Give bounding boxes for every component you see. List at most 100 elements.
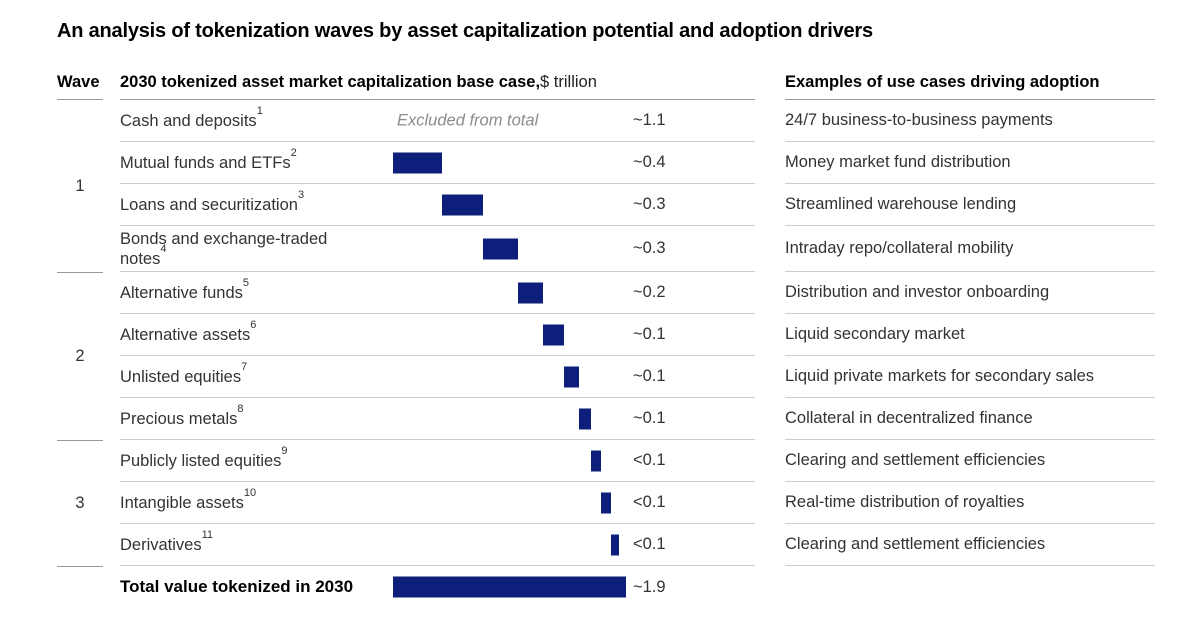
asset-label-text: Cash and deposits [120, 111, 257, 130]
asset-cell: Cash and deposits1 Excluded from total ~… [120, 100, 755, 142]
column-gap [755, 314, 785, 356]
example-cell: Liquid private markets for secondary sal… [785, 356, 1155, 398]
asset-cell: Alternative assets6 ~0.1 [120, 314, 755, 356]
footnote-marker: 7 [241, 361, 248, 373]
main-column-header: 2030 tokenized asset market capitalizati… [120, 68, 755, 100]
column-gap [755, 100, 785, 142]
asset-cell: Loans and securitization3 ~0.3 [120, 184, 755, 226]
wave-column-header: Wave [57, 68, 103, 100]
bar-track [393, 440, 626, 481]
asset-label: Precious metals8 [120, 404, 393, 429]
value-label: ~1.9 [633, 577, 666, 596]
asset-label-text: Publicly listed equities [120, 451, 282, 470]
footnote-marker: 3 [297, 189, 305, 201]
example-cell: Intraday repo/collateral mobility [785, 226, 1155, 272]
footnote-marker: 8 [237, 403, 244, 415]
table-body: Cash and deposits1 Excluded from total ~… [57, 100, 1158, 608]
waterfall-bar [578, 408, 592, 429]
asset-cell: Bonds and exchange-traded notes4 ~0.3 [120, 226, 755, 272]
excluded-note: Excluded from total [397, 111, 539, 129]
value-label: ~0.1 [633, 367, 666, 385]
bar-track [393, 566, 626, 608]
value-label: <0.1 [633, 493, 666, 511]
wave-gap [57, 100, 120, 142]
column-gap [755, 142, 785, 184]
asset-label-text: Precious metals [120, 409, 238, 428]
asset-label-text: Alternative funds [120, 283, 243, 302]
wave-number: 3 [75, 494, 85, 512]
example-cell: Liquid secondary market [785, 314, 1155, 356]
table-row: Alternative assets6 ~0.1 Liquid secondar… [57, 314, 1158, 356]
wave-gap [57, 566, 120, 608]
bar-track: Excluded from total [393, 100, 626, 141]
bar-track [393, 184, 626, 225]
value-label: ~1.1 [633, 111, 666, 129]
asset-label: Publicly listed equities9 [120, 446, 393, 471]
asset-label: Cash and deposits1 [120, 106, 393, 131]
column-gap [755, 356, 785, 398]
table-row: Total value tokenized in 2030 ~1.9 [57, 566, 1158, 608]
wave-separator-line [57, 566, 103, 567]
waterfall-bar [600, 492, 612, 513]
asset-cell: Unlisted equities7 ~0.1 [120, 356, 755, 398]
wave-gap [57, 440, 120, 482]
waterfall-bar [483, 238, 518, 259]
footnote-marker: 11 [201, 529, 214, 541]
footnote-marker: 6 [250, 319, 257, 331]
bar-track [393, 482, 626, 523]
waterfall-bar [543, 324, 564, 345]
example-cell: Clearing and settlement efficiencies [785, 524, 1155, 566]
wave-header-label: Wave [57, 73, 100, 91]
bar-track [393, 226, 626, 271]
column-gap [755, 482, 785, 524]
wave-number: 2 [75, 347, 85, 365]
footnote-marker: 9 [281, 445, 288, 457]
asset-label-text: Bonds and exchange-traded notes [120, 229, 328, 268]
table-row: Precious metals8 ~0.1 Collateral in dece… [57, 398, 1158, 440]
wave-gap [57, 272, 120, 314]
asset-label-text: Loans and securitization [120, 195, 298, 214]
value-label: <0.1 [633, 451, 666, 469]
wave-gap [57, 226, 120, 272]
wave-number: 1 [75, 177, 85, 195]
table-row: Loans and securitization3 ~0.3 Streamlin… [57, 184, 1158, 226]
column-gap [755, 524, 785, 566]
waterfall-bar [518, 282, 544, 303]
main-header-bold: 2030 tokenized asset market capitalizati… [120, 73, 541, 91]
main-header-unit: $ trillion [540, 73, 597, 91]
table-row: Alternative funds5 ~0.2 Distribution and… [57, 272, 1158, 314]
asset-cell: Total value tokenized in 2030 ~1.9 [120, 566, 755, 608]
example-cell: Distribution and investor onboarding [785, 272, 1155, 314]
asset-label-text: Unlisted equities [120, 367, 242, 386]
wave-separator-line [57, 440, 103, 441]
example-cell: Clearing and settlement efficiencies [785, 440, 1155, 482]
example-cell [785, 566, 1155, 608]
asset-label: Mutual funds and ETFs2 [120, 148, 393, 173]
bar-track [393, 524, 626, 565]
waterfall-bar [393, 576, 626, 598]
footnote-marker: 10 [243, 487, 257, 499]
column-gap [755, 226, 785, 272]
asset-label: Derivatives11 [120, 530, 393, 555]
table-row: Publicly listed equities9 <0.1 Clearing … [57, 440, 1158, 482]
asset-label-text: Mutual funds and ETFs [120, 153, 291, 172]
table-row: Unlisted equities7 ~0.1 Liquid private m… [57, 356, 1158, 398]
asset-label: Alternative assets6 [120, 320, 393, 345]
asset-cell: Alternative funds5 ~0.2 [120, 272, 755, 314]
examples-column-header: Examples of use cases driving adoption [785, 68, 1155, 100]
waterfall-bar [611, 534, 619, 555]
column-gap [755, 184, 785, 226]
waterfall-bar [393, 152, 443, 173]
asset-cell: Precious metals8 ~0.1 [120, 398, 755, 440]
asset-cell: Mutual funds and ETFs2 ~0.4 [120, 142, 755, 184]
asset-cell: Publicly listed equities9 <0.1 [120, 440, 755, 482]
table-row: Derivatives11 <0.1 Clearing and settleme… [57, 524, 1158, 566]
footnote-marker: 4 [160, 243, 167, 255]
exhibit-title: An analysis of tokenization waves by ass… [57, 20, 873, 42]
asset-cell: Derivatives11 <0.1 [120, 524, 755, 566]
example-cell: Money market fund distribution [785, 142, 1155, 184]
asset-label: Unlisted equities7 [120, 362, 393, 387]
footnote-marker: 1 [256, 105, 263, 117]
value-label: ~0.3 [633, 239, 666, 257]
